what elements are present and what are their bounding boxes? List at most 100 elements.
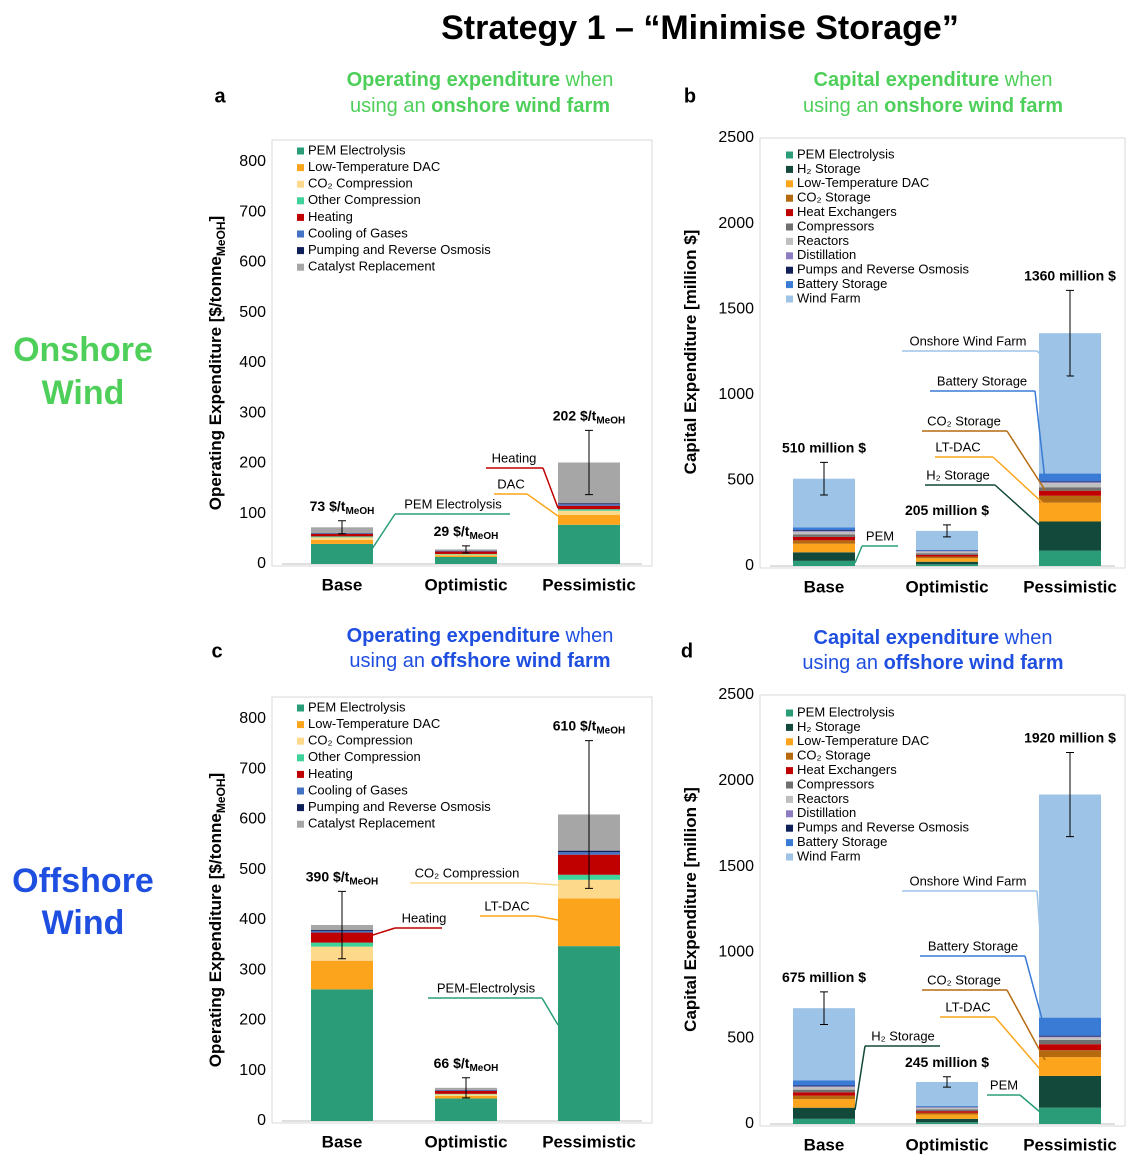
bar-segment: [916, 1107, 978, 1110]
legend-label: Battery Storage: [797, 834, 887, 849]
legend-label: CO₂ Compression: [308, 733, 413, 748]
y-tick-label: 700: [239, 203, 266, 220]
legend-swatch: [297, 247, 304, 255]
x-tick-label: Pessimistic: [542, 575, 636, 594]
legend-label: CO₂ Compression: [308, 176, 413, 191]
plot-frame: [271, 696, 653, 1124]
legend-swatch: [297, 263, 304, 271]
panel-title: Capital expenditure when: [814, 69, 1053, 91]
legend-label: Wind Farm: [797, 848, 861, 863]
annotation: PEM-Electrolysis: [437, 980, 536, 995]
bar-segment: [435, 553, 497, 555]
legend-label: Low-Temperature DAC: [308, 159, 440, 174]
error-bar: [820, 991, 828, 1025]
bar-segment: [916, 530, 978, 550]
legend-label: PEM Electrolysis: [797, 146, 895, 161]
bar-segment: [916, 564, 978, 566]
total-label-sub: MeOH: [469, 531, 498, 542]
legend-swatch: [786, 252, 793, 260]
bar-segment: [1039, 487, 1101, 491]
bar-segment: [311, 536, 373, 538]
bar-segment: [916, 561, 978, 565]
bar-segment: [793, 1095, 855, 1100]
bar-segment: [435, 554, 497, 556]
bar-segment: [1039, 1035, 1101, 1037]
row-label: Onshore: [13, 331, 153, 369]
title-run: offshore wind farm: [884, 652, 1064, 674]
legend-label: Heat Exchangers: [797, 762, 897, 777]
legend-swatch: [786, 180, 793, 188]
annotation-leader: [902, 350, 1071, 381]
bar-segment: [1039, 1036, 1101, 1038]
bar-segment: [793, 1086, 855, 1088]
bar-segment: [1039, 521, 1101, 551]
annotation-leader: [920, 955, 1046, 1031]
title-run: onshore wind farm: [884, 95, 1063, 117]
legend-swatch: [297, 721, 304, 729]
bar-segment: [558, 505, 620, 510]
annotation: CO₂ Storage: [927, 972, 1001, 987]
x-tick-label: Base: [804, 577, 845, 596]
legend-swatch: [786, 223, 793, 231]
bar-segment: [916, 556, 978, 559]
legend-swatch: [786, 151, 793, 159]
total-label: 245 million $: [905, 1054, 989, 1070]
legend-swatch: [786, 209, 793, 217]
total-label-text: 73 $/t: [310, 497, 346, 513]
legend-swatch: [786, 767, 793, 775]
panel-title: using an offshore wind farm: [802, 652, 1063, 674]
title-run: using an: [802, 652, 883, 674]
legend-label: CO₂ Storage: [797, 748, 871, 763]
panel-title: using an onshore wind farm: [803, 95, 1063, 117]
total-label: 1920 million $: [1024, 729, 1116, 745]
bar-segment: [435, 556, 497, 564]
bar-segment: [916, 551, 978, 554]
total-label-text: 1920 million $: [1024, 729, 1116, 745]
legend-swatch: [297, 164, 304, 172]
bar-segment: [558, 524, 620, 564]
bar-segment: [1039, 1075, 1101, 1108]
error-bar: [338, 890, 346, 960]
y-tick-label: 600: [239, 254, 266, 271]
annotation-leader: [940, 1016, 1046, 1076]
bar-segment: [1039, 1039, 1101, 1045]
bar-segment: [793, 536, 855, 541]
y-tick-label: 400: [239, 911, 266, 928]
y-tick-label: 800: [239, 710, 266, 727]
legend-swatch: [786, 266, 793, 274]
bar-segment: [558, 504, 620, 506]
bar-segment: [558, 879, 620, 899]
bar-segment: [793, 560, 855, 566]
y-tick-label: 0: [745, 557, 754, 574]
annotation-leader: [922, 989, 1046, 1061]
error-bar: [462, 1077, 470, 1099]
bar-segment: [793, 540, 855, 544]
legend-label: Pumping and Reverse Osmosis: [308, 799, 491, 814]
y-tick-label: 1000: [718, 386, 754, 403]
x-tick-label: Base: [322, 575, 363, 594]
y-label-text: Capital Expenditure [million $]: [681, 230, 700, 475]
y-axis-label: Operating Expenditure [$/tonneMeOH]: [206, 216, 228, 510]
annotation-leader: [987, 1094, 1041, 1113]
bar-segment: [916, 1118, 978, 1123]
total-label-text: 202 $/t: [553, 407, 597, 423]
y-label-text: Operating Expenditure [$/tonne: [206, 256, 225, 510]
x-tick-label: Optimistic: [905, 577, 988, 596]
legend-swatch: [786, 281, 793, 289]
annotation: CO₂ Storage: [927, 413, 1001, 428]
panel-label: a: [214, 85, 226, 107]
y-tick-label: 2500: [718, 686, 754, 703]
legend-swatch: [786, 165, 793, 173]
y-tick-label: 200: [239, 1012, 266, 1029]
bar-segment: [558, 509, 620, 511]
y-tick-label: 500: [239, 861, 266, 878]
annotation: PEM: [866, 528, 894, 543]
legend-swatch: [786, 709, 793, 717]
legend-label: Pumping and Reverse Osmosis: [308, 242, 491, 257]
bar-segment: [558, 503, 620, 505]
legend-label: Heating: [308, 209, 353, 224]
annotation: DAC: [497, 476, 524, 491]
bar-segment: [311, 989, 373, 1121]
total-label: 675 million $: [782, 969, 866, 985]
total-label: 205 million $: [905, 502, 989, 518]
